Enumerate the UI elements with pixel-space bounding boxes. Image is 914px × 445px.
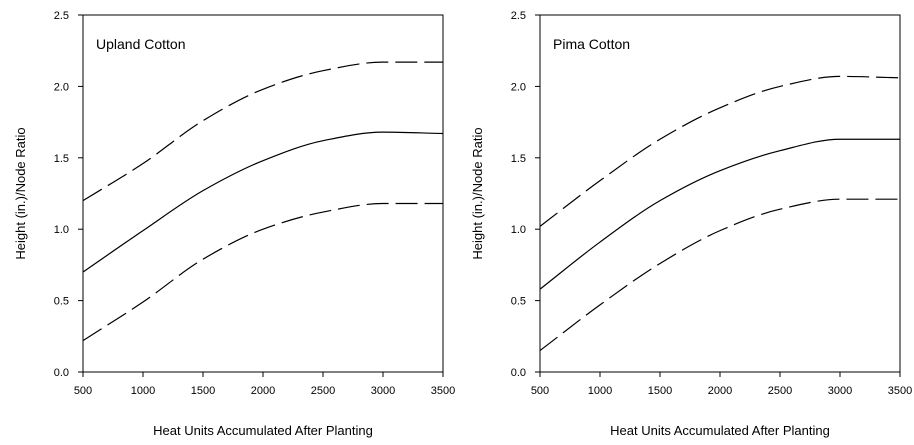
x-tick-label: 1000 xyxy=(131,385,155,397)
x-tick-label: 1500 xyxy=(648,385,672,397)
solid-line-2 xyxy=(82,131,444,273)
dashed-line-3 xyxy=(82,202,443,342)
x-tick-label: 1000 xyxy=(588,385,612,397)
panel-2: 500 1000 1500 2000 2500 3000 3500 0.0 0.5 1.0 1.5 2… xyxy=(470,10,912,438)
y-tick-label: 1.5 xyxy=(511,153,526,165)
y-tick-label: 2.5 xyxy=(54,10,69,22)
x-tick-label: 500 xyxy=(531,385,549,397)
x-tick-label: 2500 xyxy=(311,385,335,397)
y-tick-label: 1.5 xyxy=(54,153,69,165)
y-axis-title: Height (in.)/Node Ratio xyxy=(13,127,28,259)
x-tick-label: 3500 xyxy=(888,385,912,397)
y-axis-title: Height (in.)/Node Ratio xyxy=(470,127,485,259)
x-tick-label: 2000 xyxy=(251,385,275,397)
y-tick-label: 0.5 xyxy=(54,296,69,308)
y-tick-label: 0.0 xyxy=(511,367,526,379)
plot-frame xyxy=(82,14,444,373)
y-tick-label: 2.0 xyxy=(511,81,526,93)
dashed-line-1 xyxy=(539,75,901,227)
dashed-line-1 xyxy=(82,61,443,202)
x-axis-title: Heat Units Accumulated After Planting xyxy=(610,423,830,438)
plot-frame xyxy=(539,14,901,373)
x-tick-label: 3000 xyxy=(371,385,395,397)
dashed-line-3 xyxy=(539,198,900,352)
x-tick-label: 500 xyxy=(74,385,92,397)
solid-line-2 xyxy=(539,138,900,290)
x-tick-label: 2000 xyxy=(708,385,732,397)
y-tick-label: 2.0 xyxy=(54,81,69,93)
x-axis-title: Heat Units Accumulated After Planting xyxy=(153,423,373,438)
x-tick-label: 1500 xyxy=(191,385,215,397)
y-tick-label: 1.0 xyxy=(511,224,526,236)
panel-title: Upland Cotton xyxy=(96,36,186,52)
panel-title: Pima Cotton xyxy=(553,36,630,52)
panel-1: 500 1000 1500 2000 2500 3000 3500 0.0 0.5 1.0 1.5 2… xyxy=(13,10,455,438)
y-tick-label: 0.5 xyxy=(511,296,526,308)
x-tick-label: 3500 xyxy=(431,385,455,397)
y-tick-label: 1.0 xyxy=(54,224,69,236)
y-tick-label: 0.0 xyxy=(54,367,69,379)
x-tick-label: 3000 xyxy=(828,385,852,397)
y-tick-label: 2.5 xyxy=(511,10,526,22)
x-tick-label: 2500 xyxy=(768,385,792,397)
